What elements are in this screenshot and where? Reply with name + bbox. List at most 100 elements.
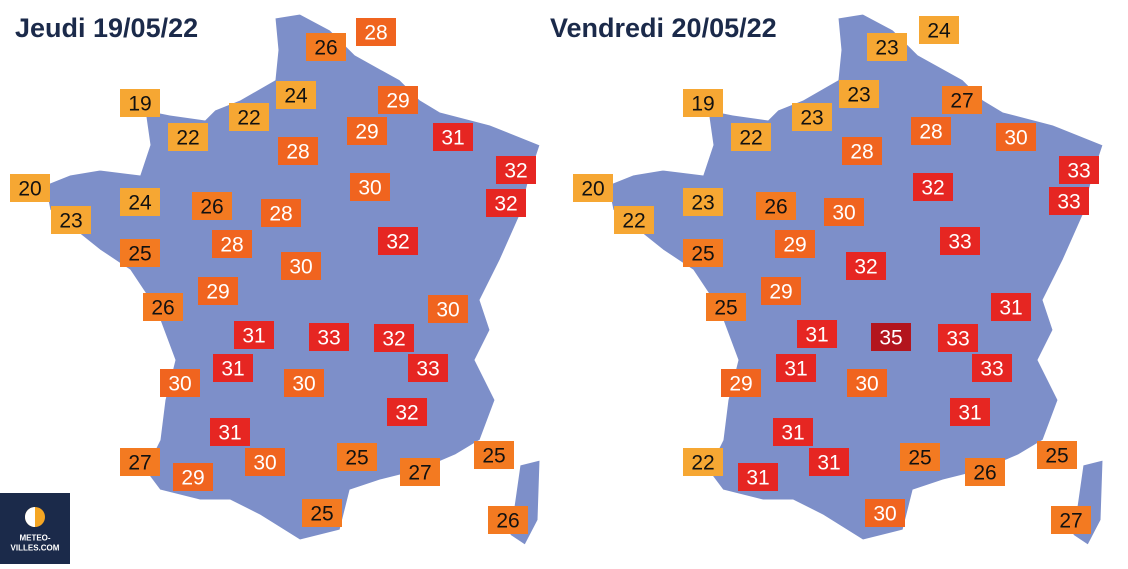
temperature-box (350, 173, 390, 201)
temperature-box (871, 323, 911, 351)
temperature-label: 23 (59, 210, 82, 233)
temperature-box (761, 277, 801, 305)
temperature-label: 28 (850, 141, 873, 164)
temperature-label: 25 (691, 243, 714, 266)
temperature-box (776, 354, 816, 382)
temperature-label: 28 (269, 203, 292, 226)
temperature-label: 28 (220, 234, 243, 257)
temperature-box (433, 123, 473, 151)
temperature-box (212, 230, 252, 258)
temperature-box (756, 192, 796, 220)
temperature-label: 31 (817, 452, 840, 475)
temperature-label: 25 (482, 445, 505, 468)
temperature-label: 29 (386, 90, 409, 113)
temperature-box (302, 499, 342, 527)
logo-background (0, 493, 70, 564)
temperature-box (573, 174, 613, 202)
temperature-label: 24 (284, 85, 308, 108)
temperature-box (775, 230, 815, 258)
temperature-label: 30 (358, 177, 381, 200)
temperature-box (942, 86, 982, 114)
temperature-label: 32 (854, 256, 877, 279)
temperature-box (683, 239, 723, 267)
temperature-label: 30 (168, 373, 191, 396)
temperature-label: 26 (496, 510, 519, 533)
temperature-label: 32 (504, 160, 527, 183)
temperature-box (278, 137, 318, 165)
temperature-box (234, 321, 274, 349)
temperature-box (683, 448, 723, 476)
temperature-box (428, 295, 468, 323)
temperature-label: 25 (1045, 445, 1068, 468)
temperature-label: 29 (181, 467, 204, 490)
logo-text: METEO- (19, 534, 50, 543)
temperature-label: 23 (800, 107, 823, 130)
temperature-label: 29 (769, 281, 792, 304)
temperature-label: 30 (436, 299, 459, 322)
temperature-label: 23 (847, 84, 870, 107)
temperature-label: 25 (714, 297, 737, 320)
temperature-label: 23 (691, 192, 714, 215)
temperature-label: 22 (739, 127, 762, 150)
temperature-box (160, 369, 200, 397)
temperature-label: 23 (875, 37, 898, 60)
temperature-label: 27 (1059, 510, 1082, 533)
temperature-box (378, 227, 418, 255)
temperature-label: 26 (200, 196, 223, 219)
temperature-label: 33 (946, 328, 969, 351)
temperature-label: 31 (242, 325, 265, 348)
temperature-box (281, 252, 321, 280)
temperature-label: 26 (151, 297, 174, 320)
temperature-box (867, 33, 907, 61)
temperature-box (940, 227, 980, 255)
temperature-box (309, 323, 349, 351)
temperature-label: 22 (622, 210, 645, 233)
temperature-label: 19 (691, 93, 714, 116)
temperature-label: 20 (18, 178, 41, 201)
temperature-label: 24 (128, 192, 152, 215)
temperature-box (408, 354, 448, 382)
temperature-box (51, 206, 91, 234)
temperature-box (847, 369, 887, 397)
logo: METEO- VILLES.COM (0, 493, 70, 564)
temperature-box (474, 441, 514, 469)
logo-text: VILLES.COM (11, 544, 60, 553)
temperature-box (809, 448, 849, 476)
temperature-box (683, 188, 723, 216)
temperature-box (496, 156, 536, 184)
temperature-label: 30 (1004, 127, 1027, 150)
temperature-box (991, 293, 1031, 321)
temperature-label: 31 (221, 358, 244, 381)
temperature-label: 32 (382, 328, 405, 351)
temperature-box (347, 117, 387, 145)
temperature-label: 31 (781, 422, 804, 445)
temperature-label: 19 (128, 93, 151, 116)
temperature-box (120, 239, 160, 267)
temperature-box (276, 81, 316, 109)
temperature-box (210, 418, 250, 446)
temperature-label: 25 (908, 447, 931, 470)
temperature-label: 22 (691, 452, 714, 475)
map-title: Vendredi 20/05/22 (550, 13, 777, 43)
temperature-box (965, 458, 1005, 486)
temperature-box (683, 89, 723, 117)
temperature-box (229, 103, 269, 131)
temperature-box (378, 86, 418, 114)
temperature-label: 28 (286, 141, 309, 164)
temperature-box (824, 198, 864, 226)
temperature-box (486, 189, 526, 217)
temperature-label: 27 (408, 462, 431, 485)
temperature-box (996, 123, 1036, 151)
temperature-box (738, 463, 778, 491)
temperature-label: 30 (289, 256, 312, 279)
temperature-box (143, 293, 183, 321)
logo-icon-half (25, 507, 35, 527)
temperature-label: 22 (237, 107, 260, 130)
temperature-label: 32 (386, 231, 409, 254)
temperature-box (213, 354, 253, 382)
temperature-label: 33 (1067, 160, 1090, 183)
temperature-box (198, 277, 238, 305)
temperature-label: 27 (950, 90, 973, 113)
temperature-label: 31 (784, 358, 807, 381)
temperature-label: 31 (441, 127, 464, 150)
